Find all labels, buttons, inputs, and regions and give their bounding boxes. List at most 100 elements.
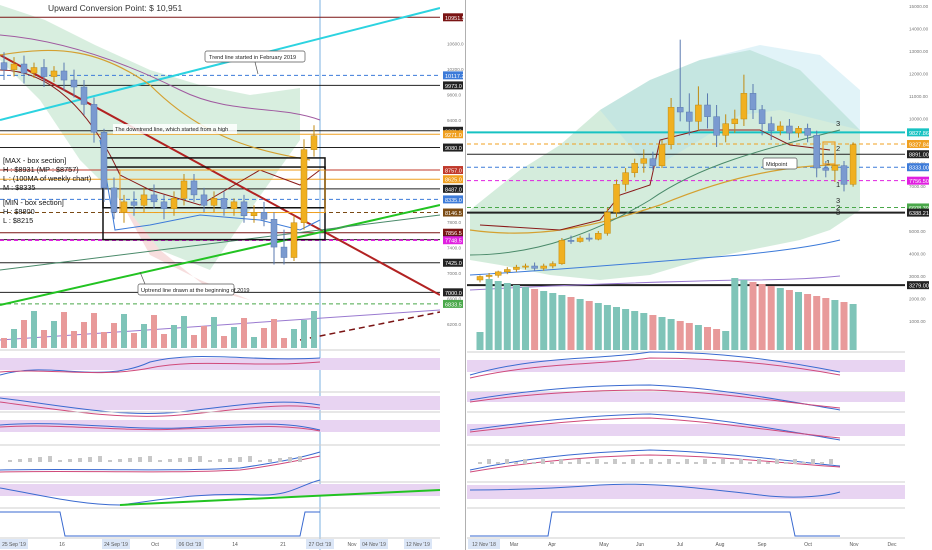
target-box[interactable] [822,141,836,165]
candle-body-16[interactable] [622,172,629,185]
candle-body-26[interactable] [260,212,268,220]
indicator-line-b-3[interactable] [0,455,321,473]
candle-body-6[interactable] [531,265,538,269]
candle-body-31[interactable] [758,109,766,124]
indicator-line-a-4[interactable] [0,479,321,506]
candle-body-30[interactable] [749,93,757,110]
indicator-line-b-0[interactable] [469,357,841,379]
candle-body-22[interactable] [220,198,228,210]
candle-body-9[interactable] [558,240,566,264]
ma-blue[interactable] [469,239,841,276]
candle-body-2[interactable] [494,271,502,276]
candle-body-7[interactable] [540,265,547,269]
candle-body-22[interactable] [676,107,684,113]
candle-body-27[interactable] [270,218,278,248]
candle-body-4[interactable] [513,266,520,270]
indicator-line-b-0[interactable] [0,361,321,374]
candle-body-1[interactable] [10,63,18,70]
candle-body-24[interactable] [240,201,248,217]
indicator-line-a-1[interactable] [469,384,841,411]
candle-body-19[interactable] [649,158,657,166]
ma-green-line[interactable] [0,214,441,271]
indicator-line-a-5[interactable] [0,511,320,537]
cyan-trend-line[interactable] [0,7,441,121]
candle-body-4[interactable] [40,67,48,77]
candle-body-29[interactable] [740,93,748,120]
ma-orange[interactable] [0,49,311,161]
candle-body-32[interactable] [767,123,775,131]
ma-purple[interactable] [469,275,841,291]
candle-body-2[interactable] [20,63,28,74]
ma-magenta[interactable] [0,34,321,121]
candle-body-3[interactable] [504,269,511,273]
candle-body-8[interactable] [549,263,557,267]
indicator-line-a-2[interactable] [469,413,841,441]
uptrend-line[interactable] [0,204,441,306]
ma-green[interactable] [469,129,841,256]
candle-body-5[interactable] [50,70,58,77]
candle-body-38[interactable] [822,167,830,171]
projection-dashed-line[interactable] [299,311,441,341]
candle-body-30[interactable] [300,149,308,223]
candle-body-3[interactable] [30,67,38,74]
downtrend-line[interactable] [0,54,441,296]
candle-body-12[interactable] [120,201,128,213]
candle-body-29[interactable] [290,222,298,258]
candle-body-11[interactable] [576,237,584,242]
indicator-line-b-2[interactable] [469,417,841,439]
candle-body-28[interactable] [280,246,288,258]
candle-body-21[interactable] [210,198,218,206]
candle-body-0[interactable] [476,276,484,281]
candle-body-23[interactable] [686,111,693,122]
orange-box[interactable] [119,169,326,214]
candle-body-37[interactable] [813,135,820,169]
conversion-line[interactable] [99,139,321,231]
indicator-line-a-5[interactable] [470,511,840,537]
candle-body-17[interactable] [631,163,638,173]
candle-body-31[interactable] [310,135,318,150]
candle-body-18[interactable] [640,158,648,164]
candle-body-20[interactable] [658,144,666,166]
indicator-line-a-0[interactable] [469,351,841,376]
candle-body-39[interactable] [831,165,839,171]
indicator-line-a-4[interactable] [469,483,841,498]
candle-body-33[interactable] [777,125,784,131]
candle-body-28[interactable] [731,118,739,124]
candle-body-14[interactable] [604,212,611,234]
indicator-uptrend-line[interactable] [119,489,441,506]
candle-body-36[interactable] [804,128,811,136]
candle-body-11[interactable] [110,187,118,213]
candle-body-6[interactable] [60,70,68,81]
indicator-line-b-1[interactable] [0,401,321,417]
candle-body-25[interactable] [250,212,258,217]
indicator-line-a-3[interactable] [469,449,841,471]
candle-body-19[interactable] [190,180,198,196]
candle-body-12[interactable] [585,237,593,240]
candle-body-0[interactable] [0,62,8,70]
indicator-line-a-0[interactable] [0,356,321,376]
candle-body-40[interactable] [840,165,848,185]
candle-body-14[interactable] [140,194,148,206]
candle-body-25[interactable] [704,104,711,117]
candle-body-26[interactable] [713,116,720,136]
candle-body-16[interactable] [160,201,168,210]
candle-body-15[interactable] [613,184,620,213]
candle-body-35[interactable] [795,128,802,134]
indicator-line-b-1[interactable] [469,389,841,409]
candle-body-34[interactable] [786,125,793,134]
candle-body-9[interactable] [90,104,98,133]
indicator-line-a-3[interactable] [0,451,321,471]
candle-body-23[interactable] [230,201,238,210]
candle-body-15[interactable] [150,194,158,203]
candle-body-8[interactable] [80,86,88,105]
candle-body-41[interactable] [849,144,857,185]
candle-body-17[interactable] [170,198,178,210]
candle-body-21[interactable] [667,107,675,145]
candle-body-5[interactable] [522,265,529,268]
candle-body-20[interactable] [200,194,208,206]
candle-body-7[interactable] [70,79,78,88]
indicator-line-a-2[interactable] [0,423,321,431]
candle-body-18[interactable] [180,180,188,199]
candle-body-1[interactable] [485,275,493,277]
